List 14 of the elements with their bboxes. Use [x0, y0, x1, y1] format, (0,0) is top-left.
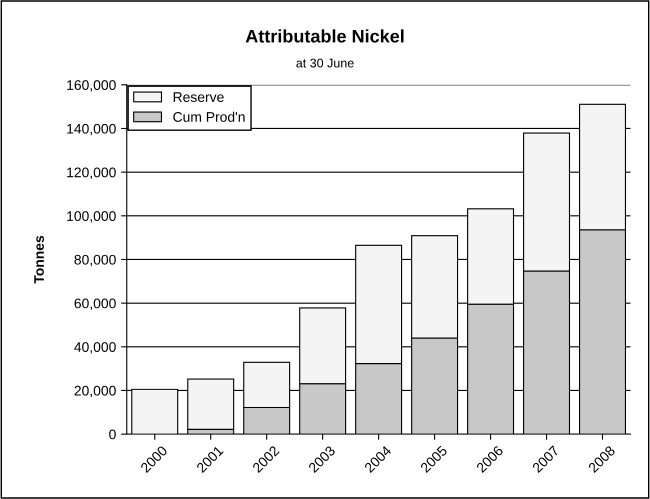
- legend-label: Cum Prod'n: [173, 112, 245, 122]
- y-tick-label: 100,000: [67, 211, 116, 223]
- y-tick-label: 60,000: [74, 298, 116, 310]
- chart-title: Attributable Nickel: [246, 29, 404, 43]
- y-tick-label: 40,000: [74, 342, 116, 354]
- y-tick-label: 120,000: [67, 167, 116, 179]
- legend-label: Reserve: [174, 92, 224, 102]
- y-tick-label: 160,000: [67, 80, 116, 92]
- y-tick-label: 140,000: [67, 124, 116, 136]
- y-axis-title: Tonnes: [34, 236, 44, 284]
- y-tick-label: 0: [109, 429, 116, 440]
- y-tick-label: 80,000: [74, 254, 116, 266]
- y-tick-label: 20,000: [74, 386, 116, 398]
- chart-subtitle: at 30 June: [296, 58, 354, 68]
